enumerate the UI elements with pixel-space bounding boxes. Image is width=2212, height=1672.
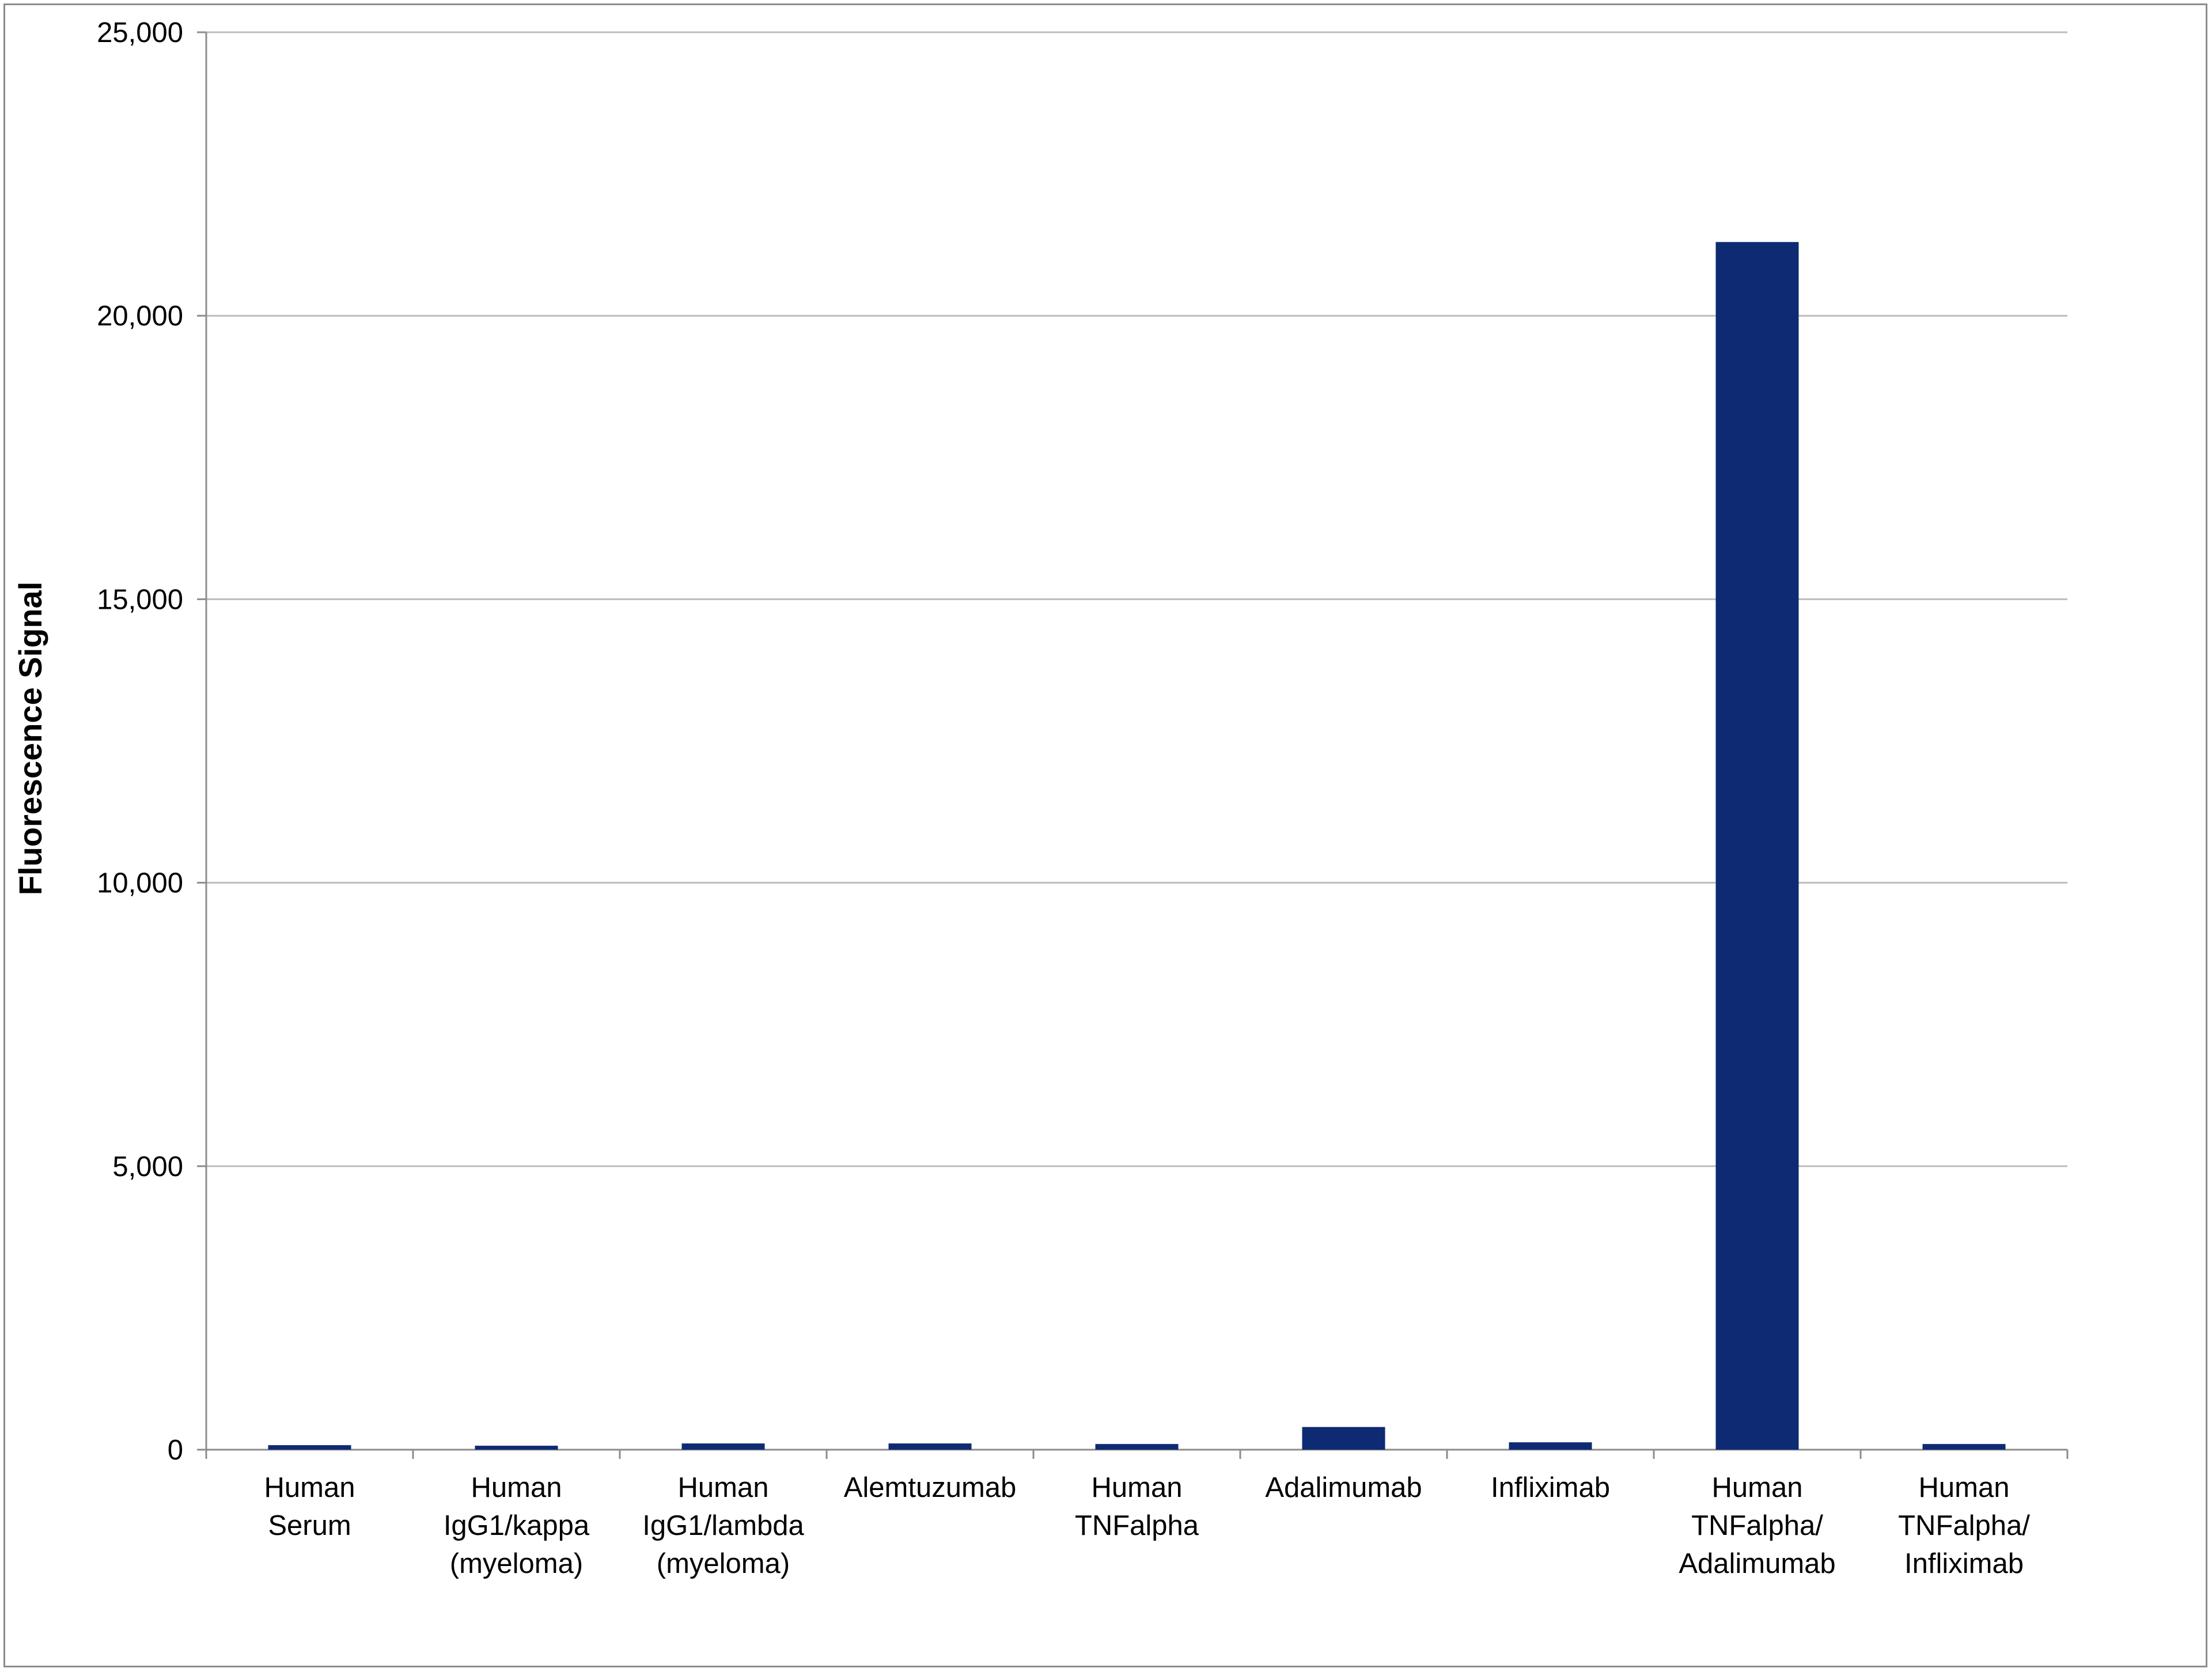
bar <box>1509 1442 1592 1450</box>
bar <box>475 1446 558 1450</box>
chart-frame <box>3 3 2207 1667</box>
x-category-label-line: Human <box>1919 1472 2010 1503</box>
y-tick-label: 15,000 <box>97 584 183 615</box>
x-category-label-line: Adalimumab <box>1679 1548 1835 1579</box>
x-category-label: Human IgG1/lambda (myeloma) <box>642 1472 804 1579</box>
x-category-label-line: TNFalpha <box>1075 1510 1199 1541</box>
x-category-label-line: Infliximab <box>1904 1548 2024 1579</box>
y-tick-label: 20,000 <box>97 301 183 332</box>
x-category-label-line: Serum <box>268 1510 351 1541</box>
x-category-label-line: Human <box>1712 1472 1803 1503</box>
y-tick-label: 25,000 <box>97 17 183 48</box>
y-tick-label: 5,000 <box>112 1151 183 1182</box>
x-category-label-line: (myeloma) <box>450 1548 583 1579</box>
x-category-label: Human TNFalpha/Infliximab <box>1898 1472 2030 1579</box>
x-category-label: Human IgG1/kappa (myeloma) <box>444 1472 590 1579</box>
x-category-label-line: Human <box>471 1472 562 1503</box>
x-category-label-line: Alemtuzumab <box>844 1472 1017 1503</box>
y-axis-title: Fluorescence Signal <box>12 582 48 896</box>
x-category-label-line: (myeloma) <box>657 1548 790 1579</box>
x-category-label-line: IgG1/kappa <box>444 1510 590 1541</box>
x-category-label: Alemtuzumab <box>844 1472 1017 1503</box>
x-category-label-line: Human <box>264 1472 355 1503</box>
bar <box>268 1445 351 1450</box>
y-tick-labels: 0 5,000 10,000 15,000 20,000 25,000 <box>97 17 183 1466</box>
x-category-label-line: Infliximab <box>1491 1472 1610 1503</box>
x-category-label-line: IgG1/lambda <box>642 1510 804 1541</box>
x-category-label-line: Adalimumab <box>1265 1472 1422 1503</box>
x-category-label-line: TNFalpha/ <box>1691 1510 1823 1541</box>
x-category-labels: Human Serum Human IgG1/kappa (myeloma) Human I… <box>264 1472 2031 1579</box>
bars <box>268 242 2006 1450</box>
x-category-label: Adalimumab <box>1265 1472 1422 1503</box>
bar <box>1302 1427 1385 1450</box>
y-tick-label: 10,000 <box>97 868 183 899</box>
y-tick-label: 0 <box>168 1435 183 1466</box>
bar <box>1715 242 1799 1450</box>
x-category-label-line: Human <box>678 1472 769 1503</box>
bar <box>888 1443 972 1450</box>
x-category-label: Human TNFalpha <box>1075 1472 1199 1541</box>
x-category-label: Human TNFalpha/Adalimumab <box>1679 1472 1835 1579</box>
x-category-label-line: TNFalpha/ <box>1898 1510 2030 1541</box>
x-category-label-line: Human <box>1092 1472 1183 1503</box>
x-category-label: Human Serum <box>264 1472 355 1541</box>
bar <box>1095 1444 1179 1450</box>
bar <box>681 1443 765 1450</box>
x-category-label: Infliximab <box>1491 1472 1610 1503</box>
bar <box>1922 1444 2006 1450</box>
